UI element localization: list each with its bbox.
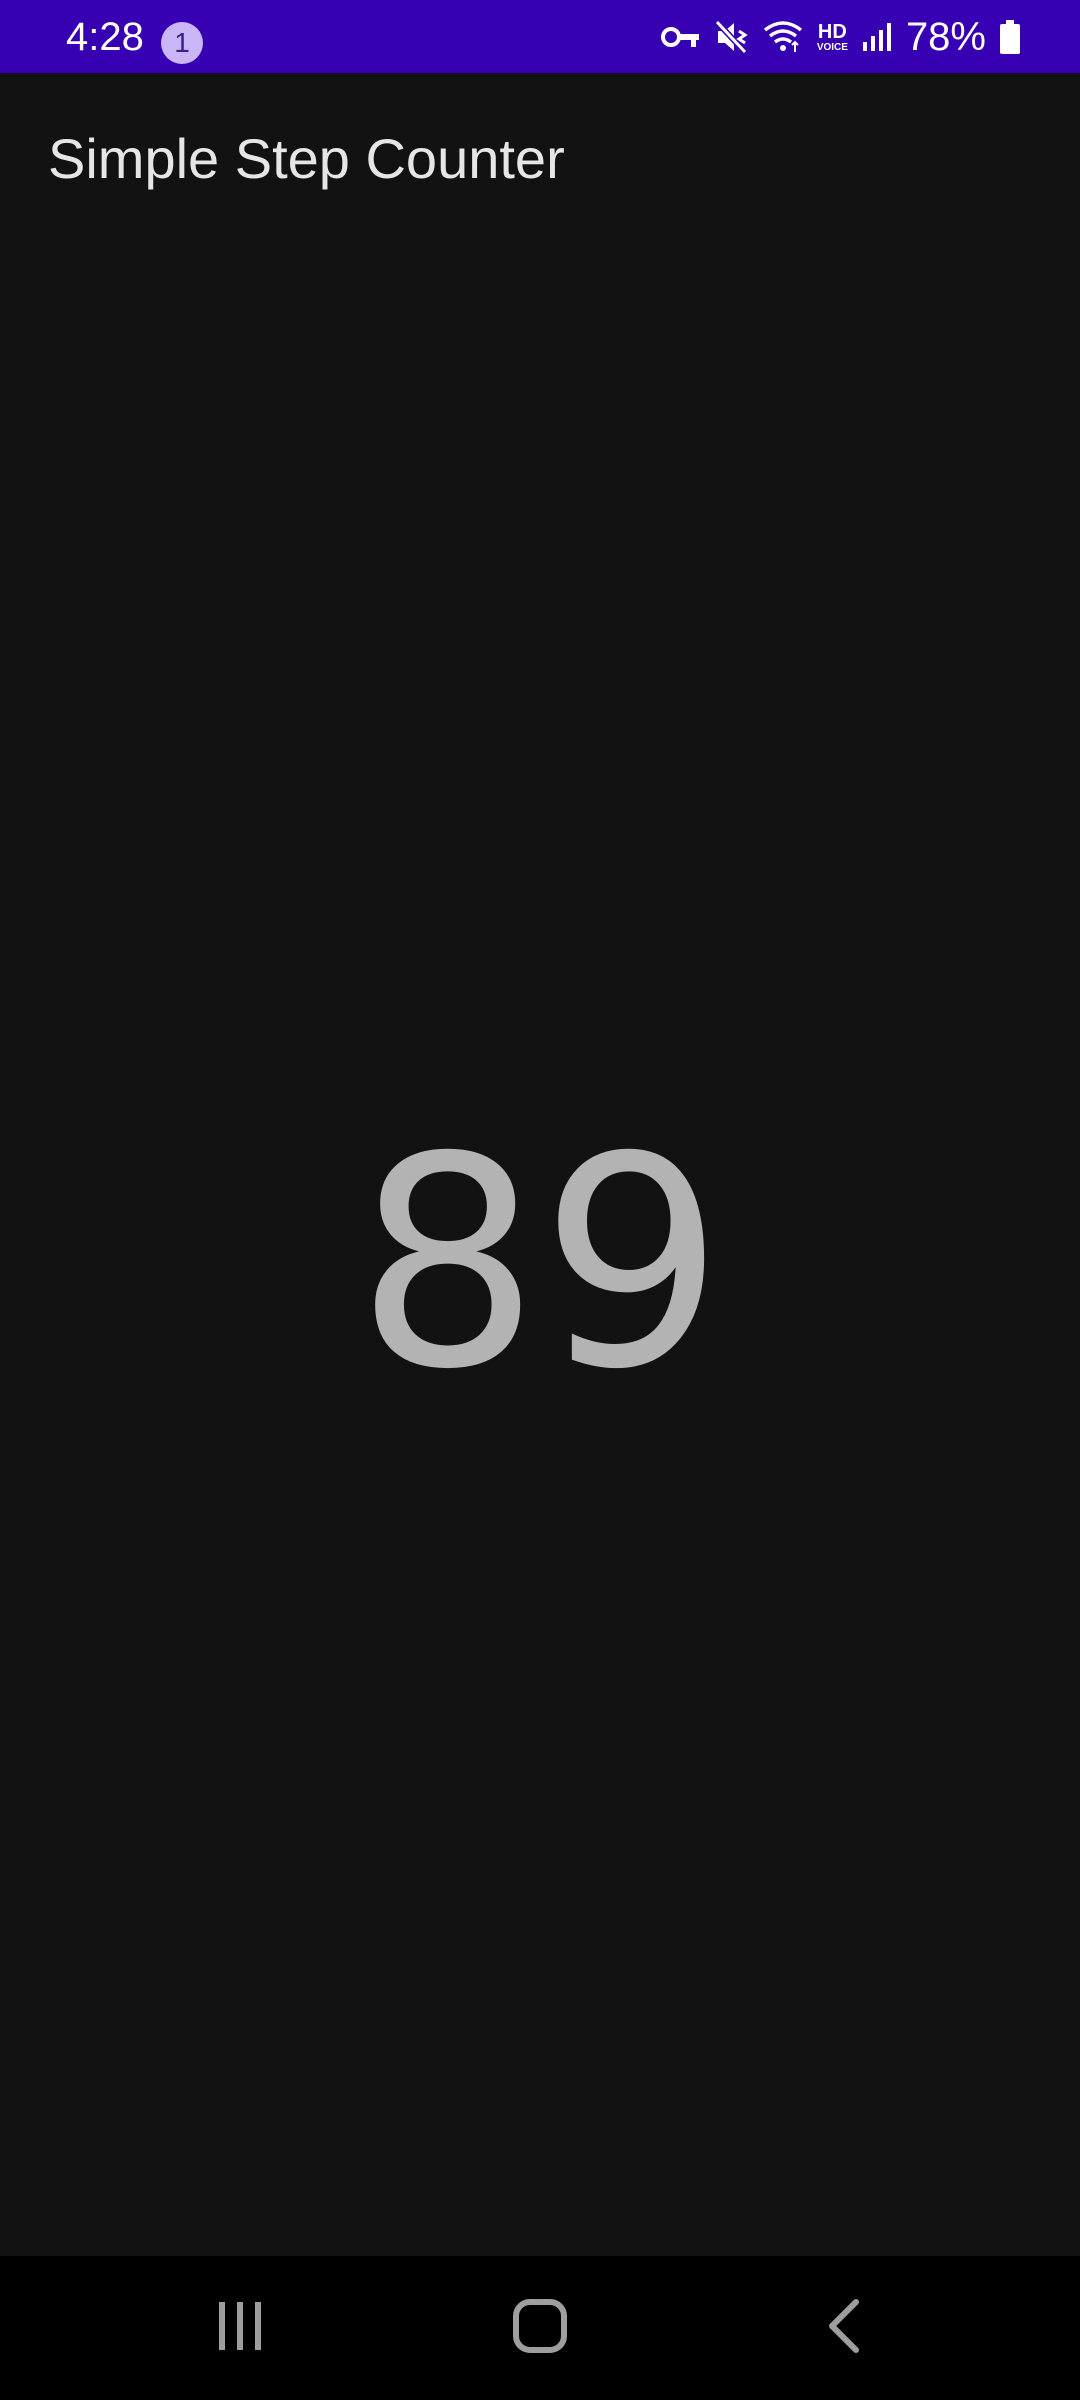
hd-voice-icon: HD VOICE — [817, 22, 848, 53]
back-icon — [824, 2298, 864, 2359]
battery-percent: 78% — [905, 15, 986, 59]
status-time: 4:28 — [66, 15, 144, 59]
home-icon — [512, 2298, 568, 2359]
battery-icon — [1000, 20, 1020, 54]
hd-label: HD — [817, 20, 847, 43]
recent-apps-button[interactable] — [180, 2278, 300, 2378]
back-button[interactable] — [784, 2278, 904, 2378]
home-button[interactable] — [480, 2278, 600, 2378]
vpn-key-icon — [660, 22, 701, 52]
voice-label: VOICE — [816, 41, 848, 53]
mute-icon — [714, 19, 749, 55]
app-title: Simple Step Counter — [48, 127, 565, 190]
step-count: 89 — [355, 1096, 725, 1433]
notification-badge: 1 — [161, 22, 203, 64]
status-bar: 4:28 1 — [0, 0, 1080, 73]
signal-icon — [862, 22, 892, 52]
navigation-bar — [0, 2256, 1080, 2400]
wifi-icon — [763, 20, 803, 54]
recent-apps-icon — [215, 2300, 265, 2357]
status-icons: HD VOICE 78% — [660, 14, 1020, 60]
